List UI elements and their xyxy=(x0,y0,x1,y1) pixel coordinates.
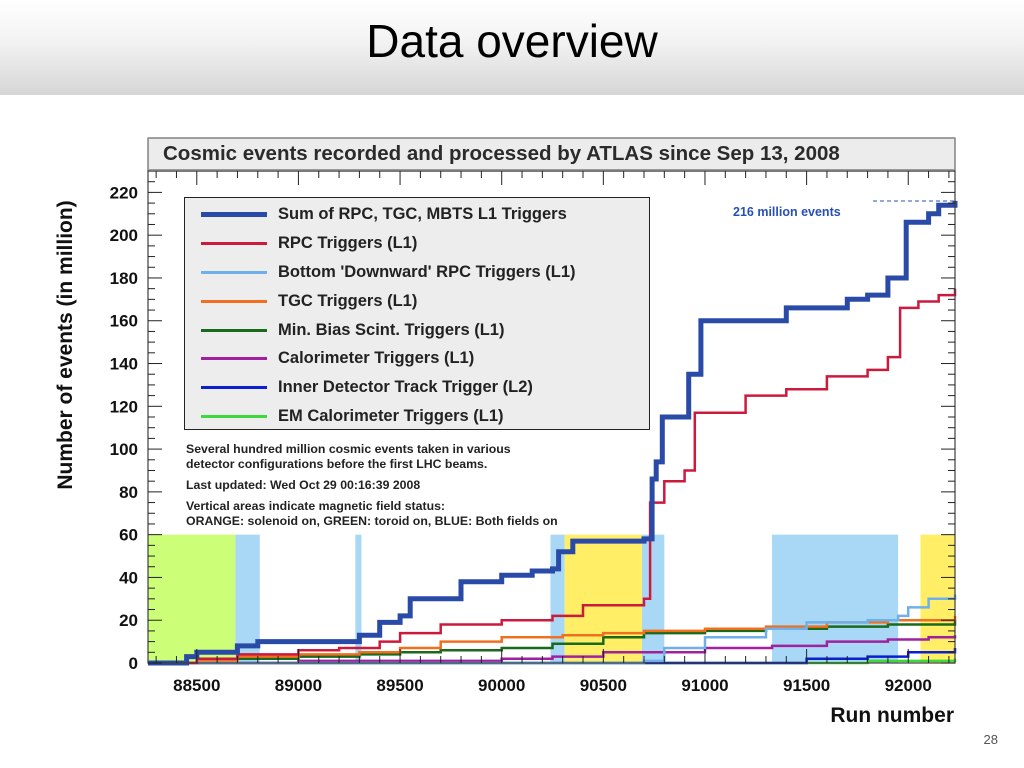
legend-item: TGC Triggers (L1) xyxy=(185,289,649,313)
y-tick-label: 40 xyxy=(119,568,138,587)
legend-item: RPC Triggers (L1) xyxy=(185,231,649,255)
x-tick-label: 92000 xyxy=(885,676,932,695)
y-tick-label: 0 xyxy=(129,654,138,673)
legend-swatch xyxy=(201,415,267,418)
y-tick-label: 60 xyxy=(119,526,138,545)
y-tick-label: 20 xyxy=(119,611,138,630)
x-axis-label: Run number xyxy=(830,704,954,727)
chart-note: Last updated: Wed Oct 29 00:16:39 2008 xyxy=(186,478,421,492)
legend-item: Calorimeter Triggers (L1) xyxy=(185,346,649,370)
legend-swatch xyxy=(201,271,267,274)
legend-label: TGC Triggers (L1) xyxy=(278,292,418,310)
slide-header: Data overview xyxy=(0,0,1024,95)
x-tick-label: 90500 xyxy=(580,676,627,695)
legend-label: RPC Triggers (L1) xyxy=(278,234,418,252)
chart-title-box: Cosmic events recorded and processed by … xyxy=(148,138,955,170)
y-tick-label: 220 xyxy=(110,183,138,202)
x-tick-label: 91500 xyxy=(783,676,830,695)
legend-label: Calorimeter Triggers (L1) xyxy=(278,349,475,367)
y-tick-label: 140 xyxy=(110,355,138,374)
chart-note: detector configurations before the first… xyxy=(186,457,488,471)
legend-swatch xyxy=(201,300,267,303)
legend-item: Sum of RPC, TGC, MBTS L1 Triggers xyxy=(185,202,649,226)
chart-title: Cosmic events recorded and processed by … xyxy=(163,142,840,165)
legend-label: Inner Detector Track Trigger (L2) xyxy=(278,378,533,396)
slide-number: 28 xyxy=(983,732,998,747)
legend-swatch xyxy=(201,242,267,245)
legend-swatch xyxy=(201,357,267,360)
field-status-region xyxy=(148,534,236,663)
y-tick-label: 160 xyxy=(110,312,138,331)
field-status-region xyxy=(772,534,899,663)
x-tick-label: 89000 xyxy=(275,676,322,695)
x-tick-label: 88500 xyxy=(173,676,220,695)
total-events-annotation: 216 million events xyxy=(733,205,841,219)
y-tick-label: 200 xyxy=(110,226,138,245)
slide-title: Data overview xyxy=(366,15,658,67)
legend-swatch xyxy=(201,212,267,217)
legend: Sum of RPC, TGC, MBTS L1 Triggers RPC Tr… xyxy=(184,197,650,430)
x-tick-label: 91000 xyxy=(681,676,728,695)
chart-note: Vertical areas indicate magnetic field s… xyxy=(186,499,446,513)
series-line xyxy=(148,200,958,666)
legend-item: Bottom 'Downward' RPC Triggers (L1) xyxy=(185,260,649,284)
legend-item: EM Calorimeter Triggers (L1) xyxy=(185,404,649,428)
legend-item: Inner Detector Track Trigger (L2) xyxy=(185,375,649,399)
legend-swatch xyxy=(201,329,267,332)
y-tick-label: 80 xyxy=(119,483,138,502)
legend-swatch xyxy=(201,386,267,389)
y-tick-label: 120 xyxy=(110,397,138,416)
field-status-region xyxy=(355,534,362,663)
y-tick-label: 180 xyxy=(110,269,138,288)
legend-label: Bottom 'Downward' RPC Triggers (L1) xyxy=(278,263,576,281)
chart-note: ORANGE: solenoid on, GREEN: toroid on, B… xyxy=(186,514,558,528)
legend-label: Sum of RPC, TGC, MBTS L1 Triggers xyxy=(278,205,567,223)
chart-note: Several hundred million cosmic events ta… xyxy=(186,442,511,456)
x-tick-label: 89500 xyxy=(376,676,423,695)
legend-label: Min. Bias Scint. Triggers (L1) xyxy=(278,321,505,339)
y-axis-label: Number of events (in million) xyxy=(54,200,77,490)
legend-label: EM Calorimeter Triggers (L1) xyxy=(278,407,504,425)
y-tick-label: 100 xyxy=(110,440,138,459)
x-tick-label: 90000 xyxy=(478,676,525,695)
legend-item: Min. Bias Scint. Triggers (L1) xyxy=(185,318,649,342)
